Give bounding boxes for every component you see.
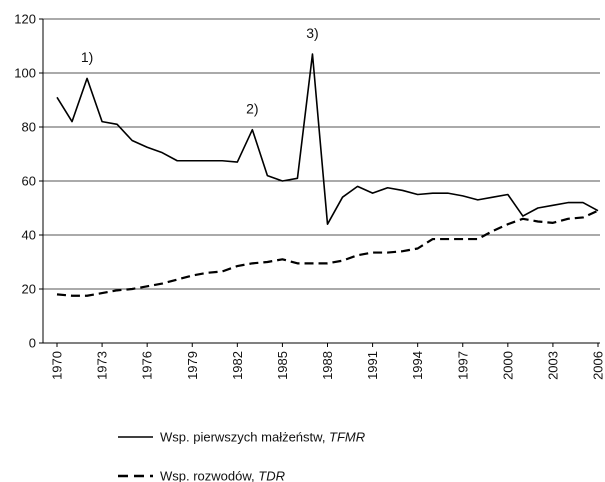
- y-tick-label: 20: [22, 282, 36, 297]
- x-tick-label: 1982: [230, 351, 245, 380]
- x-tick-label: 2000: [500, 351, 515, 380]
- x-tick-label: 1991: [365, 351, 380, 380]
- x-tick-label: 2003: [545, 351, 560, 380]
- x-tick-label: 2006: [591, 351, 605, 380]
- x-tick-label: 1976: [140, 351, 155, 380]
- data-line: [56, 209, 599, 297]
- legend-label: Wsp. rozwodów, TDR: [160, 469, 285, 482]
- x-tick-label: 1988: [320, 351, 335, 380]
- x-tick-label: 1973: [95, 351, 110, 380]
- x-tick-label: 1985: [275, 351, 290, 380]
- x-tick-label: 1970: [50, 351, 65, 380]
- y-tick-label: 120: [14, 12, 36, 27]
- x-tick-label: 1997: [455, 351, 470, 380]
- annotation: 1): [81, 49, 93, 65]
- legend-label: Wsp. pierwszych małżeństw, TFMR: [160, 430, 365, 445]
- y-tick-label: 40: [22, 228, 36, 243]
- y-tick-label: 100: [14, 66, 36, 81]
- y-tick-label: 80: [22, 120, 36, 135]
- annotation: 3): [306, 25, 318, 41]
- x-tick-label: 1994: [410, 351, 425, 380]
- y-tick-label: 60: [22, 174, 36, 189]
- y-tick-label: 0: [29, 336, 36, 351]
- x-tick-label: 1979: [185, 351, 200, 380]
- annotation: 2): [246, 101, 258, 117]
- data-line: [56, 53, 599, 225]
